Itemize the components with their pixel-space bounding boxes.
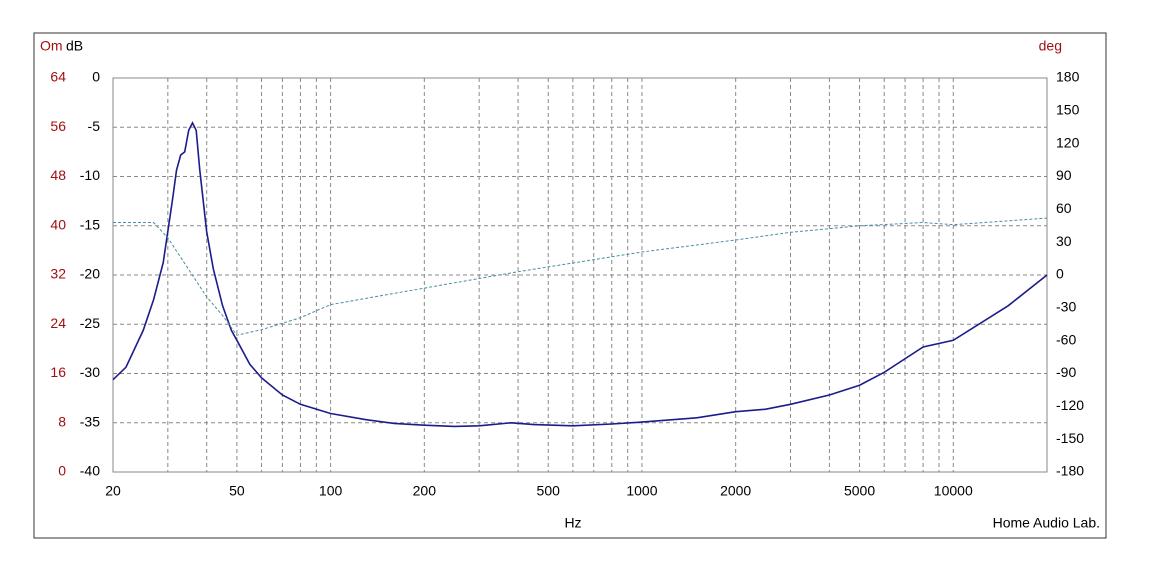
x-tick-label: 1000: [626, 483, 657, 499]
db-tick-label: -15: [80, 216, 100, 232]
ohm-tick-label: 56: [50, 118, 66, 134]
ohm-tick-label: 0: [58, 463, 66, 479]
deg-tick-label: 0: [1056, 266, 1064, 282]
db-tick-label: -40: [80, 463, 100, 479]
x-tick-label: 10000: [934, 483, 973, 499]
db-tick-label: -10: [80, 167, 100, 183]
deg-tick-label: 150: [1056, 102, 1080, 118]
deg-axis-label: deg: [1039, 38, 1062, 54]
deg-tick-label: 90: [1056, 167, 1072, 183]
ohm-tick-label: 24: [50, 315, 66, 331]
x-tick-label: 2000: [720, 483, 751, 499]
ohm-tick-label: 8: [58, 413, 66, 429]
db-tick-label: -35: [80, 413, 100, 429]
ohm-tick-label: 64: [50, 69, 66, 85]
ohm-tick-label: 48: [50, 167, 66, 183]
deg-tick-label: -30: [1056, 299, 1076, 315]
x-tick-label: 100: [319, 483, 343, 499]
x-tick-label: 50: [229, 483, 245, 499]
ohm-tick-label: 16: [50, 364, 66, 380]
x-tick-label: 20: [105, 483, 121, 499]
db-axis-label: dB: [66, 38, 83, 54]
deg-tick-label: 180: [1056, 69, 1080, 85]
x-tick-label: 500: [537, 483, 561, 499]
deg-tick-label: -60: [1056, 331, 1076, 347]
series-line: [112, 121, 1048, 428]
deg-tick-label: 120: [1056, 134, 1080, 150]
db-tick-label: -25: [80, 315, 100, 331]
deg-tick-label: -120: [1056, 397, 1084, 413]
db-tick-label: -5: [88, 118, 101, 134]
credit: Home Audio Lab.: [993, 515, 1100, 531]
x-tick-label: 200: [413, 483, 437, 499]
ohm-tick-label: 40: [50, 216, 66, 232]
deg-tick-label: 60: [1056, 200, 1072, 216]
ohm-axis-label: Om: [40, 38, 63, 54]
frame: [33, 32, 1107, 539]
db-tick-label: -30: [80, 364, 100, 380]
x-axis-label: Hz: [564, 515, 581, 531]
x-tick-label: 5000: [844, 483, 875, 499]
deg-tick-label: -90: [1056, 364, 1076, 380]
db-tick-label: -20: [80, 266, 100, 282]
db-tick-label: 0: [92, 69, 100, 85]
deg-tick-label: 30: [1056, 233, 1072, 249]
ohm-tick-label: 32: [50, 266, 66, 282]
deg-tick-label: -180: [1056, 463, 1084, 479]
deg-tick-label: -150: [1056, 430, 1084, 446]
